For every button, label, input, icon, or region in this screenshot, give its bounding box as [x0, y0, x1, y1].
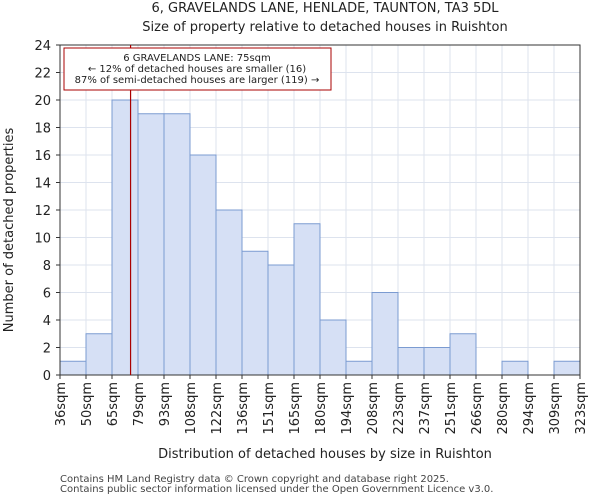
x-tick-label: 79sqm: [132, 382, 147, 426]
bar-50sqm: [85, 333, 113, 376]
x-tick-label: 36sqm: [54, 382, 69, 426]
annotation-line-3: 87% of semi-detached houses are larger (…: [75, 75, 320, 86]
y-tick-label: 12: [34, 204, 51, 219]
y-tick-label: 10: [34, 232, 51, 247]
x-tick-label: 208sqm: [366, 382, 381, 435]
x-tick-label: 223sqm: [392, 382, 407, 435]
x-axis-label: Distribution of detached houses by size …: [158, 447, 492, 462]
bar-237sqm: [423, 347, 451, 376]
x-tick-label: 280sqm: [496, 382, 511, 435]
bars: [59, 99, 581, 376]
x-tick-label: 294sqm: [522, 382, 537, 435]
x-tick-label: 136sqm: [236, 382, 251, 435]
x-tick-label: 266sqm: [470, 382, 485, 435]
x-tick-label: 108sqm: [184, 382, 199, 435]
y-tick-label: 6: [43, 287, 51, 302]
x-tick-label: 237sqm: [418, 382, 433, 435]
bar-280sqm: [501, 360, 529, 376]
bar-122sqm: [215, 209, 243, 376]
bar-36sqm: [59, 360, 87, 376]
y-tick-label: 4: [43, 314, 51, 329]
plot-frame: [59, 44, 581, 376]
x-tick-label: 151sqm: [262, 382, 277, 435]
bar-165sqm: [293, 223, 321, 376]
x-tick-label: 180sqm: [314, 382, 329, 435]
x-tick-label: 65sqm: [106, 382, 121, 426]
x-tick-label: 122sqm: [210, 382, 225, 435]
x-tick-label: 194sqm: [340, 382, 355, 435]
y-axis-label: Number of detached properties: [2, 128, 17, 333]
x-tick-label: 309sqm: [548, 382, 563, 435]
bar-194sqm: [345, 360, 373, 376]
bar-251sqm: [449, 333, 477, 376]
bar-309sqm: [553, 360, 581, 376]
y-tick-label: 8: [43, 259, 51, 274]
y-tick-label: 2: [43, 342, 51, 357]
y-tick-label: 0: [43, 369, 51, 384]
y-tick-label: 24: [34, 39, 51, 54]
bar-208sqm: [371, 292, 399, 376]
annotation-line-1: 6 GRAVELANDS LANE: 75sqm: [123, 53, 271, 64]
bar-151sqm: [267, 264, 295, 376]
footer-line-2: Contains public sector information licen…: [60, 484, 494, 495]
x-tick-label: 323sqm: [574, 382, 589, 435]
y-tick-label: 20: [34, 94, 51, 109]
bar-79sqm: [137, 113, 165, 376]
bar-136sqm: [241, 250, 269, 376]
x-tick-label: 93sqm: [158, 382, 173, 426]
annotation-line-2: ← 12% of detached houses are smaller (16…: [88, 64, 306, 75]
bar-108sqm: [189, 154, 217, 376]
bar-180sqm: [319, 319, 347, 376]
x-axis-ticks: 36sqm 50sqm 65sqm 79sqm 93sqm 108sqm 122sqm 136…: [54, 375, 589, 435]
annotation-box: [63, 47, 332, 91]
y-tick-label: 14: [34, 177, 51, 192]
bar-223sqm: [397, 347, 425, 376]
bar-65sqm: [111, 99, 139, 376]
x-tick-label: 251sqm: [444, 382, 459, 435]
y-tick-label: 22: [34, 67, 51, 82]
y-tick-label: 16: [34, 149, 51, 164]
bar-93sqm: [163, 113, 191, 376]
chart-subtitle: Size of property relative to detached ho…: [142, 20, 507, 35]
y-tick-label: 18: [34, 122, 51, 137]
x-tick-label: 165sqm: [288, 382, 303, 435]
footer-line-1: Contains HM Land Registry data © Crown c…: [60, 474, 449, 485]
x-tick-label: 50sqm: [80, 382, 95, 426]
chart-title: 6, GRAVELANDS LANE, HENLADE, TAUNTON, TA…: [151, 1, 499, 16]
